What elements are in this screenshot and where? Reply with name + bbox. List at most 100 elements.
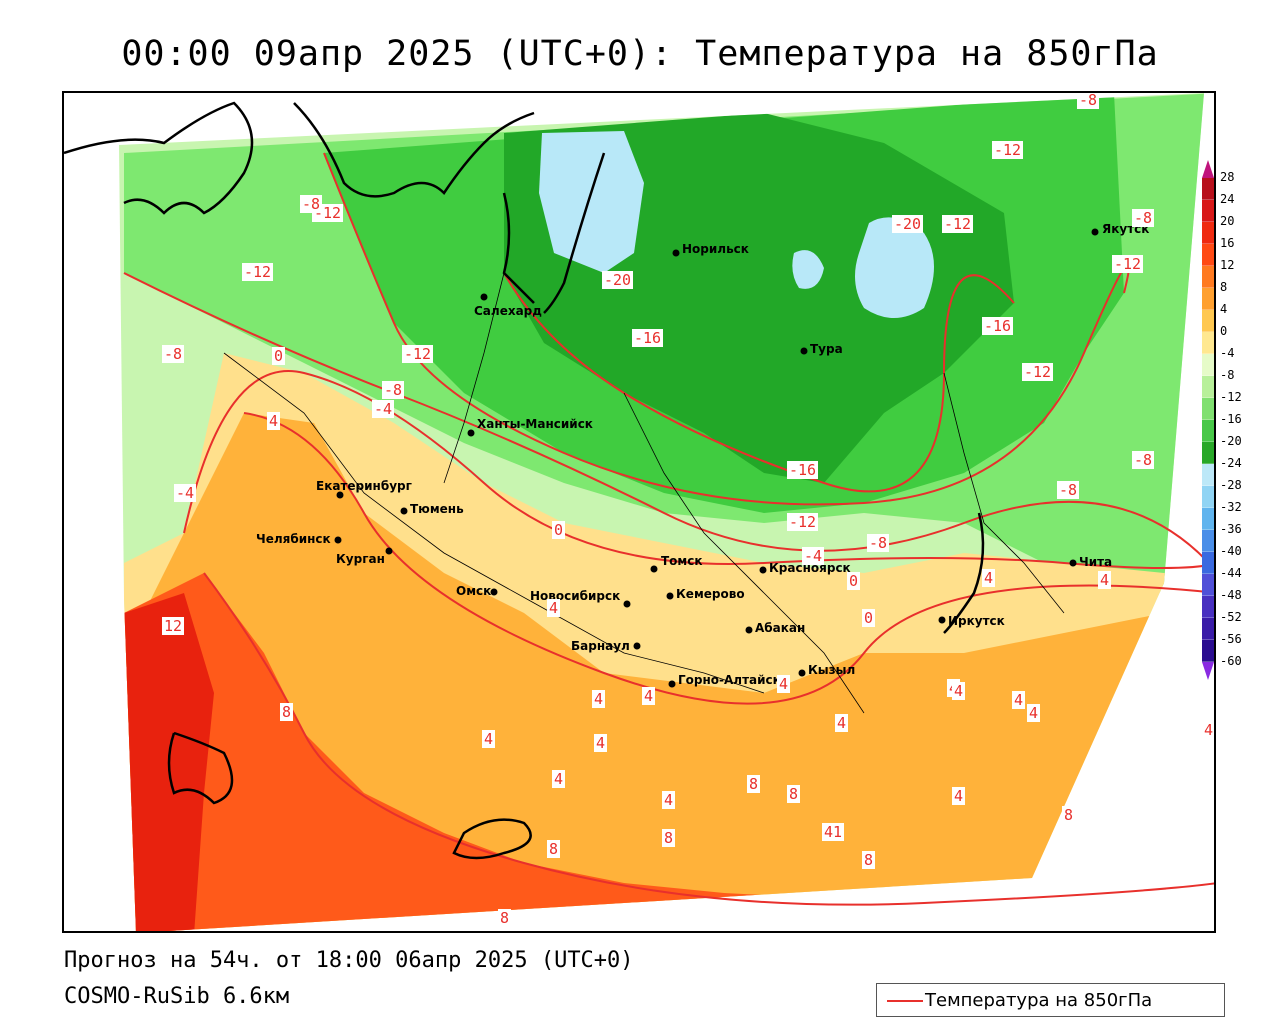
city-abakan[interactable]: Абакан (745, 621, 806, 635)
svg-text:4: 4 (837, 714, 846, 732)
scale-label: -12 (1220, 390, 1242, 404)
svg-text:-12: -12 (994, 141, 1021, 159)
band-warm-8 (124, 573, 1204, 931)
isotherm-label: -4 (372, 400, 394, 418)
svg-text:Курган: Курган (336, 552, 385, 566)
city-tyumen[interactable]: Тюмень (400, 502, 465, 516)
scale-label: -28 (1220, 478, 1242, 492)
svg-text:4: 4 (594, 690, 603, 708)
isotherm-label: -8 (1132, 209, 1154, 227)
svg-text:8: 8 (549, 840, 558, 858)
svg-text:-8: -8 (384, 381, 402, 399)
svg-text:8: 8 (789, 785, 798, 803)
svg-text:-16: -16 (789, 461, 816, 479)
city-tomsk[interactable]: Томск (650, 554, 703, 573)
city-norilsk[interactable]: Норильск (672, 242, 749, 257)
isotherm-label: -12 (402, 345, 433, 363)
scale-segment (1202, 530, 1214, 552)
scale-label: -44 (1220, 566, 1242, 580)
scale-label: -20 (1220, 434, 1242, 448)
isotherm-label: 4 (547, 599, 560, 617)
svg-text:Тюмень: Тюмень (410, 502, 464, 516)
svg-text:8: 8 (864, 851, 873, 869)
scale-segment (1202, 464, 1214, 486)
isotherm-label: 0 (552, 521, 565, 539)
svg-text:12: 12 (164, 617, 182, 635)
svg-text:-4: -4 (374, 400, 392, 418)
svg-text:-12: -12 (404, 345, 431, 363)
svg-text:-4: -4 (176, 484, 194, 502)
city-irkutsk[interactable]: Иркутск (938, 614, 1005, 628)
city-kemerovo[interactable]: Кемерово (666, 587, 745, 601)
city-krasnoyarsk[interactable]: Красноярск (759, 561, 851, 575)
scale-label: -56 (1220, 632, 1242, 646)
svg-text:Омск: Омск (456, 584, 491, 598)
city-chita[interactable]: Чита (1069, 555, 1113, 569)
scale-label: -8 (1220, 368, 1235, 382)
scale-label: -60 (1220, 654, 1242, 668)
svg-text:4: 4 (596, 734, 605, 752)
svg-text:4: 4 (269, 412, 278, 430)
scale-segment (1202, 486, 1214, 508)
svg-text:4: 4 (644, 687, 653, 705)
scale-segment (1202, 508, 1214, 530)
scale-label: -4 (1220, 346, 1235, 360)
band-cold-m20-north (539, 131, 644, 273)
svg-text:8: 8 (664, 829, 673, 847)
svg-text:-12: -12 (789, 513, 816, 531)
scale-label: 8 (1220, 280, 1228, 294)
svg-text:4: 4 (984, 569, 993, 587)
svg-text:Томск: Томск (661, 554, 703, 568)
scale-segment (1202, 244, 1214, 266)
svg-text:8: 8 (749, 775, 758, 793)
svg-text:4: 4 (1014, 691, 1023, 709)
svg-text:0: 0 (554, 521, 563, 539)
isotherm-label: 0 (847, 572, 860, 590)
svg-text:-8: -8 (869, 534, 887, 552)
svg-text:8: 8 (1064, 806, 1073, 824)
city-salekhard[interactable]: Салехард (474, 293, 542, 319)
svg-text:Барнаул: Барнаул (571, 639, 630, 653)
svg-text:8: 8 (500, 909, 509, 927)
scale-label: 20 (1220, 214, 1235, 228)
svg-text:4: 4 (549, 599, 558, 617)
city-barnaul[interactable]: Барнаул (571, 639, 641, 653)
isotherm-label: 8 (662, 829, 675, 847)
isotherm-label: 4 (267, 412, 280, 430)
city-khanty-mansiysk[interactable]: Ханты-Мансийск (467, 417, 593, 437)
city-tura[interactable]: Тура (800, 342, 843, 356)
svg-text:8: 8 (282, 703, 291, 721)
scale-segment (1202, 354, 1214, 376)
isotherm-label: -8 (1057, 481, 1079, 499)
svg-text:-16: -16 (984, 317, 1011, 335)
city-kurgan[interactable]: Курган (336, 547, 393, 567)
svg-text:Тура: Тура (810, 342, 843, 356)
scale-segment (1202, 574, 1214, 596)
svg-text:4: 4 (779, 675, 788, 693)
scale-label: 28 (1220, 170, 1235, 184)
svg-text:-8: -8 (164, 345, 182, 363)
svg-text:Иркутск: Иркутск (948, 614, 1005, 628)
isotherm-label: 8 (280, 703, 293, 721)
svg-text:-12: -12 (1114, 255, 1141, 273)
scale-segment (1202, 640, 1214, 662)
isotherm-label: 4 (662, 791, 675, 809)
svg-text:Кызыл: Кызыл (808, 663, 855, 677)
svg-text:Челябинск: Челябинск (256, 532, 331, 546)
city-gorno-altaysk[interactable]: Горно-Алтайск (668, 673, 781, 688)
svg-text:Горно-Алтайск: Горно-Алтайск (678, 673, 781, 687)
svg-text:Красноярск: Красноярск (769, 561, 851, 575)
scale-segment (1202, 398, 1214, 420)
isotherm-label: -8 (162, 345, 184, 363)
isotherm-label: 4 (552, 770, 565, 788)
isotherm-label: 8 (747, 775, 760, 793)
city-kyzyl[interactable]: Кызыл (798, 663, 856, 677)
city-ekaterinburg[interactable]: Екатеринбург (316, 479, 412, 499)
band-warm-4 (124, 413, 1204, 931)
city-omsk[interactable]: Омск (456, 584, 498, 598)
scale-arrow-bottom-icon (1202, 662, 1214, 680)
city-chelyabinsk[interactable]: Челябинск (256, 532, 342, 546)
svg-text:-12: -12 (244, 263, 271, 281)
scale-label: 24 (1220, 192, 1235, 206)
isotherm-label: 4 (1027, 704, 1040, 722)
